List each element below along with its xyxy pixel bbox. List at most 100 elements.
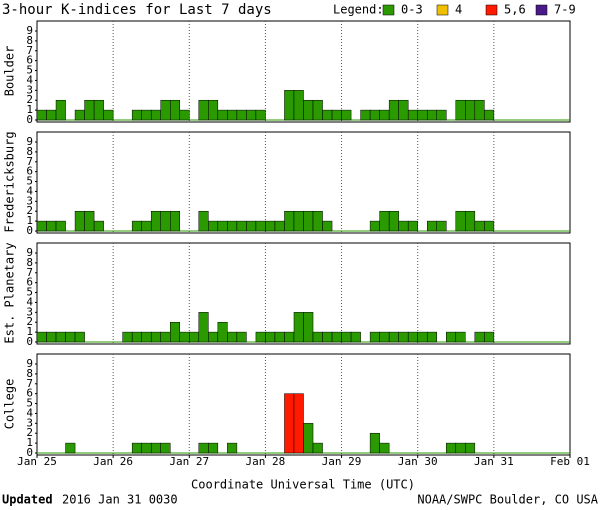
- bar: [55, 99, 66, 121]
- bar: [284, 331, 295, 343]
- bar: [227, 109, 238, 121]
- bar: [179, 109, 190, 121]
- x-axis-label: Coordinate Universal Time (UTC): [191, 478, 415, 492]
- legend-title: Legend:: [333, 3, 384, 17]
- bar: [284, 393, 295, 454]
- bar: [236, 220, 247, 232]
- legend-label: 4: [455, 3, 462, 17]
- legend-label: 5,6: [504, 3, 526, 17]
- y-tick-label: 2: [26, 426, 33, 439]
- bar: [74, 331, 85, 343]
- bar: [160, 99, 171, 121]
- y-tick-label: 2: [26, 93, 33, 106]
- bar: [388, 210, 399, 232]
- bar: [131, 331, 142, 343]
- y-tick-label: 5: [26, 175, 33, 188]
- bar: [150, 210, 161, 232]
- bar: [465, 442, 476, 454]
- bar: [274, 331, 285, 343]
- bar: [93, 99, 104, 121]
- bar: [217, 109, 228, 121]
- bar: [426, 220, 438, 232]
- bar: [46, 220, 57, 232]
- bar: [484, 331, 495, 343]
- credit: NOAA/SWPC Boulder, CO USA: [417, 493, 598, 507]
- bar: [312, 210, 323, 232]
- bar: [436, 220, 447, 232]
- legend-swatch: [382, 4, 395, 16]
- y-tick-label: 1: [26, 325, 33, 338]
- bar: [265, 220, 276, 232]
- bar: [46, 109, 57, 121]
- y-tick-label: 2: [26, 315, 33, 328]
- y-tick-label: 3: [26, 194, 33, 207]
- x-tick-label: Jan 27: [169, 455, 209, 468]
- bar: [322, 331, 333, 343]
- bar: [379, 210, 390, 232]
- y-tick-label: 8: [26, 34, 33, 47]
- bar: [474, 99, 485, 121]
- bar: [141, 442, 152, 454]
- bar: [369, 220, 380, 232]
- y-tick-label: 9: [26, 24, 33, 37]
- bar: [455, 331, 466, 343]
- bar: [474, 220, 485, 232]
- bar: [36, 109, 47, 121]
- bar: [265, 331, 276, 343]
- y-axis-label: Boulder: [3, 46, 17, 97]
- updated-label: Updated: [2, 493, 53, 507]
- x-tick-label: Jan 26: [93, 455, 133, 468]
- bar: [303, 210, 314, 232]
- y-tick-label: 7: [26, 377, 33, 390]
- bar: [236, 331, 247, 343]
- y-tick-label: 0: [26, 113, 33, 126]
- y-tick-label: 9: [26, 135, 33, 148]
- bar: [417, 331, 428, 343]
- bar: [170, 321, 181, 343]
- bar: [284, 210, 295, 232]
- bar: [379, 109, 390, 121]
- y-tick-label: 7: [26, 266, 33, 279]
- bar: [227, 220, 238, 232]
- bar: [398, 331, 409, 343]
- y-tick-label: 8: [26, 367, 33, 380]
- bar: [426, 109, 438, 121]
- y-tick-label: 6: [26, 165, 33, 178]
- bar: [208, 442, 219, 454]
- bar: [179, 331, 190, 343]
- bar: [474, 331, 485, 343]
- bar: [312, 331, 323, 343]
- legend-swatch: [535, 4, 548, 16]
- bar: [150, 442, 161, 454]
- bar: [103, 109, 114, 121]
- y-tick-label: 3: [26, 305, 33, 318]
- bar: [246, 109, 257, 121]
- bar: [274, 220, 285, 232]
- bar: [303, 423, 314, 454]
- bar: [379, 331, 390, 343]
- y-axis-label: Fredericksburg: [3, 131, 17, 232]
- bar: [407, 331, 418, 343]
- bar: [84, 210, 95, 232]
- bar: [198, 99, 209, 121]
- bar: [369, 432, 380, 454]
- bar: [398, 220, 409, 232]
- bar: [369, 331, 380, 343]
- bar: [407, 220, 418, 232]
- bar: [455, 442, 466, 454]
- bar: [131, 220, 142, 232]
- bar: [446, 442, 457, 454]
- y-axis-label: Est. Planetary: [3, 242, 17, 343]
- bar: [284, 90, 295, 121]
- bar: [160, 210, 171, 232]
- bar: [189, 331, 200, 343]
- bar: [122, 331, 133, 343]
- y-tick-label: 4: [26, 295, 33, 308]
- y-tick-label: 3: [26, 83, 33, 96]
- bar: [255, 220, 266, 232]
- bar: [141, 331, 152, 343]
- y-tick-label: 5: [26, 64, 33, 77]
- y-tick-label: 7: [26, 155, 33, 168]
- bar: [74, 109, 85, 121]
